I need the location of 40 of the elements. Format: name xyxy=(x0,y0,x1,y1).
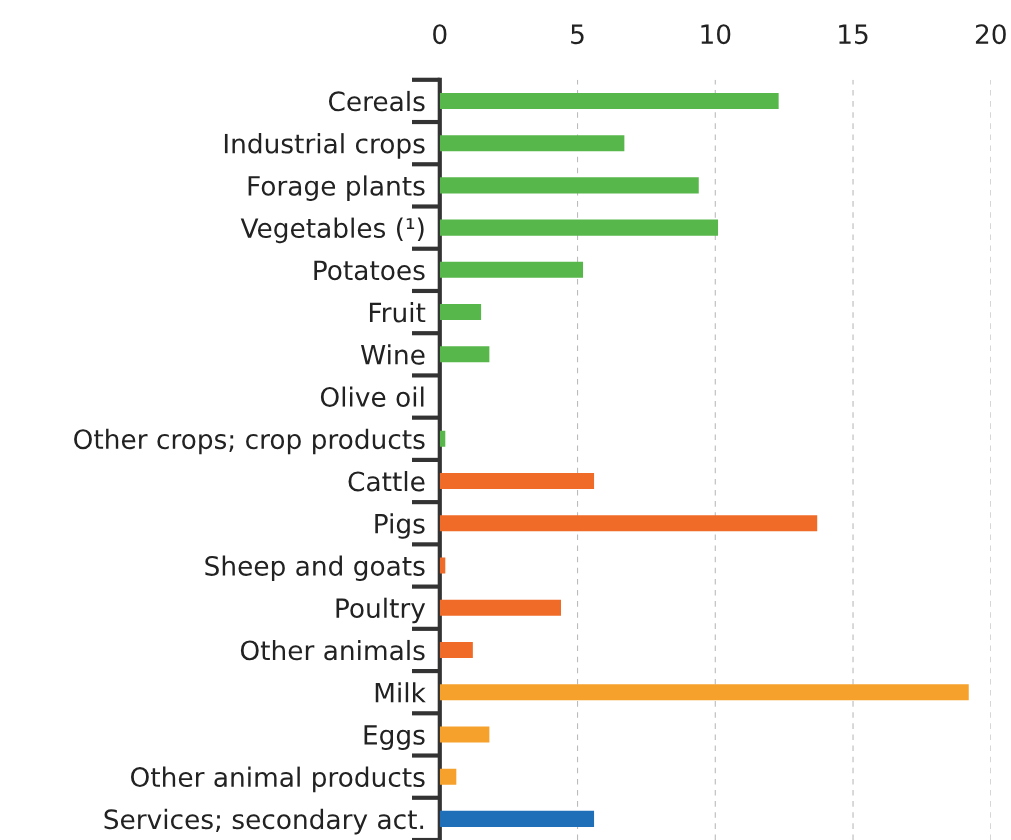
bar xyxy=(439,768,457,785)
bar xyxy=(439,304,482,321)
bar xyxy=(439,684,969,701)
bar xyxy=(439,92,779,109)
bar xyxy=(439,726,490,743)
bar xyxy=(439,219,719,236)
y-tick-label: Poultry xyxy=(336,597,426,624)
bar xyxy=(439,135,625,152)
bar xyxy=(439,430,446,447)
y-tick-label: Other animals xyxy=(240,639,425,661)
x-tick-label: 5 xyxy=(571,24,584,45)
y-tick-label: Wine xyxy=(360,344,425,365)
y-tick-label: Sheep and goats xyxy=(205,555,425,581)
bar xyxy=(439,810,595,827)
x-tick-label: 0 xyxy=(433,24,447,45)
bar xyxy=(439,261,584,278)
y-tick-label: Other animal products xyxy=(131,766,425,793)
y-tick-label: Cattle xyxy=(348,470,425,492)
bar xyxy=(439,177,699,194)
y-tick-label: Eggs xyxy=(364,725,425,750)
bar xyxy=(439,472,595,490)
y-tick-label: Potatoes xyxy=(314,260,425,281)
y-tick-label: Forage plants xyxy=(248,175,425,201)
y-tick-label: Industrial crops xyxy=(224,133,425,159)
y-tick-label: Fruit xyxy=(369,302,426,323)
y-tick-label: Vegetables (¹) xyxy=(240,217,424,244)
bar xyxy=(439,599,561,616)
x-tick-label: 10 xyxy=(701,24,731,45)
x-tick-label: 20 xyxy=(975,24,1006,45)
y-tick-label: Olive oil xyxy=(320,386,424,407)
bar xyxy=(439,557,446,574)
bar xyxy=(439,641,473,658)
y-tick-label: Milk xyxy=(375,682,426,703)
bar xyxy=(439,346,490,363)
bar xyxy=(439,515,818,532)
y-tick-label: Other crops; crop products xyxy=(74,428,425,455)
y-tick-label: Cereals xyxy=(328,90,425,112)
y-tick-label: Services; secondary act. xyxy=(104,808,424,835)
y-tick-label: Pigs xyxy=(375,513,425,539)
x-tick-label: 15 xyxy=(839,24,868,45)
